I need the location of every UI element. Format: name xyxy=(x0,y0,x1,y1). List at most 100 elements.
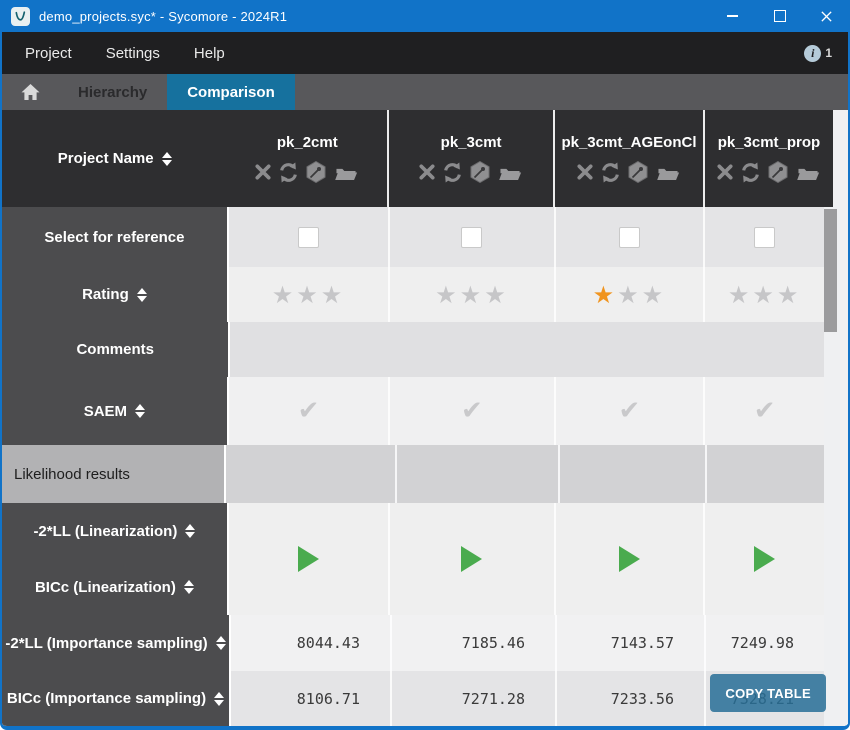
tab-comparison[interactable]: Comparison xyxy=(167,74,295,110)
minimize-button[interactable] xyxy=(709,0,756,32)
value-cell: 7143.57 xyxy=(555,615,704,671)
value-cell: 8044.43 xyxy=(229,615,390,671)
rating-stars[interactable]: ★★★ xyxy=(271,280,346,309)
minimize-icon xyxy=(727,15,738,17)
sort-icon[interactable] xyxy=(215,636,226,650)
notifications-badge[interactable]: i 1 xyxy=(804,44,832,62)
sort-icon[interactable] xyxy=(214,691,225,706)
monolix-icon[interactable] xyxy=(306,161,326,183)
reference-checkbox[interactable] xyxy=(754,226,776,248)
row-rating: Rating ★★★ ★★★ ★★★ ★★★ xyxy=(2,267,824,322)
row-saem: SAEM ✔ ✔ ✔ ✔ xyxy=(2,377,824,445)
column-header-pk_3cmt_prop: pk_3cmt_prop xyxy=(702,110,833,207)
open-folder-icon[interactable] xyxy=(795,163,821,181)
column-header-pk_3cmt_AGEonCl: pk_3cmt_AGEonCl xyxy=(553,110,703,207)
maximize-button[interactable] xyxy=(756,0,803,32)
tabbar: Hierarchy Comparison xyxy=(2,74,848,110)
row-select-for-reference: Select for reference xyxy=(2,207,824,267)
row-label-rating[interactable]: Rating xyxy=(2,267,227,322)
open-folder-icon[interactable] xyxy=(333,163,359,181)
row-label-saem[interactable]: SAEM xyxy=(2,377,227,445)
project-column-name: pk_3cmt xyxy=(440,134,502,151)
rating-stars[interactable]: ★★★ xyxy=(435,280,509,309)
monolix-icon[interactable] xyxy=(768,161,788,183)
info-icon: i xyxy=(804,44,822,62)
sort-icon[interactable] xyxy=(135,404,146,418)
menu-project[interactable]: Project xyxy=(25,44,72,62)
close-icon[interactable] xyxy=(577,164,593,180)
row-label-2ll-importance-sampling[interactable]: -2*LL (Importance sampling) xyxy=(2,615,229,671)
run-linearization-play-button[interactable] xyxy=(754,546,776,572)
menubar: Project Settings Help i 1 xyxy=(2,32,848,74)
reload-icon[interactable] xyxy=(442,162,463,183)
section-label: Likelihood results xyxy=(2,445,224,503)
project-name-header[interactable]: Project Name xyxy=(2,110,227,207)
rating-stars[interactable]: ★★★ xyxy=(592,280,667,309)
saem-done-check-icon: ✔ xyxy=(297,396,320,426)
sort-icon[interactable] xyxy=(136,287,147,302)
reference-checkbox[interactable] xyxy=(618,226,640,248)
run-linearization-play-button[interactable] xyxy=(461,546,483,572)
open-folder-icon[interactable] xyxy=(497,163,523,181)
copy-table-button[interactable]: COPY TABLE xyxy=(710,674,826,712)
close-icon[interactable] xyxy=(255,164,271,180)
tab-hierarchy[interactable]: Hierarchy xyxy=(78,83,148,101)
sort-icon[interactable] xyxy=(161,151,172,166)
linearization-labels: -2*LL (Linearization) BICc (Linearizatio… xyxy=(2,503,227,615)
monolix-icon[interactable] xyxy=(470,161,490,183)
project-column-name: pk_3cmt_AGEonCl xyxy=(561,134,697,151)
value-cell: 7185.46 xyxy=(390,615,555,671)
saem-done-check-icon: ✔ xyxy=(461,396,483,426)
project-column-name: pk_3cmt_prop xyxy=(717,134,821,151)
reload-icon[interactable] xyxy=(600,162,621,183)
rating-stars[interactable]: ★★★ xyxy=(727,280,802,309)
row-2ll-importance-sampling: -2*LL (Importance sampling) 8044.43 7185… xyxy=(2,615,824,671)
section-likelihood-results: Likelihood results xyxy=(2,445,824,503)
window-title: demo_projects.syc* - Sycomore - 2024R1 xyxy=(39,8,288,24)
row-label-comments: Comments xyxy=(2,322,229,377)
saem-done-check-icon: ✔ xyxy=(618,396,641,426)
value-cell: 7233.56 xyxy=(555,671,704,726)
run-linearization-play-button[interactable] xyxy=(298,546,320,572)
row-label-2ll-linearization[interactable]: -2*LL (Linearization) xyxy=(2,503,227,559)
row-comments: Comments xyxy=(2,322,824,377)
home-icon xyxy=(21,84,39,100)
row-label-select-for-reference: Select for reference xyxy=(2,207,227,267)
maximize-icon xyxy=(773,10,786,22)
reference-checkbox[interactable] xyxy=(461,226,483,248)
reload-icon[interactable] xyxy=(278,162,299,183)
row-bicc-importance-sampling: BICc (Importance sampling) 8106.71 7271.… xyxy=(2,671,824,726)
column-header-pk_3cmt: pk_3cmt xyxy=(387,110,553,207)
open-folder-icon[interactable] xyxy=(655,163,681,181)
run-linearization-play-button[interactable] xyxy=(618,546,640,572)
monolix-icon[interactable] xyxy=(628,161,648,183)
titlebar: demo_projects.syc* - Sycomore - 2024R1 xyxy=(0,0,850,32)
close-icon xyxy=(821,10,832,22)
row-label-bicc-importance-sampling[interactable]: BICc (Importance sampling) xyxy=(2,671,229,726)
scrollbar-thumb[interactable] xyxy=(824,209,837,332)
window-controls xyxy=(709,0,850,32)
header-right-strip xyxy=(833,110,848,207)
notification-count: 1 xyxy=(825,46,832,60)
value-cell: 7271.28 xyxy=(390,671,555,726)
sycomore-logo-icon xyxy=(11,6,30,26)
value-cell: 7249.98 xyxy=(704,615,824,671)
close-button[interactable] xyxy=(803,0,850,32)
saem-done-check-icon: ✔ xyxy=(753,396,776,426)
vertical-scrollbar[interactable] xyxy=(824,207,848,726)
comments-cells[interactable] xyxy=(228,322,824,377)
sort-icon[interactable] xyxy=(183,580,194,594)
menu-help[interactable]: Help xyxy=(193,44,225,62)
close-icon[interactable] xyxy=(419,164,435,180)
home-tab[interactable] xyxy=(2,74,58,110)
reload-icon[interactable] xyxy=(740,162,761,183)
row-label-bicc-linearization[interactable]: BICc (Linearization) xyxy=(2,559,227,615)
sort-icon[interactable] xyxy=(185,524,196,538)
project-column-name: pk_2cmt xyxy=(276,134,338,151)
reference-checkbox[interactable] xyxy=(298,226,320,248)
menu-settings[interactable]: Settings xyxy=(105,44,160,62)
rows-linearization: -2*LL (Linearization) BICc (Linearizatio… xyxy=(2,503,824,615)
value-cell: 8106.71 xyxy=(229,671,390,726)
close-icon[interactable] xyxy=(717,164,733,180)
